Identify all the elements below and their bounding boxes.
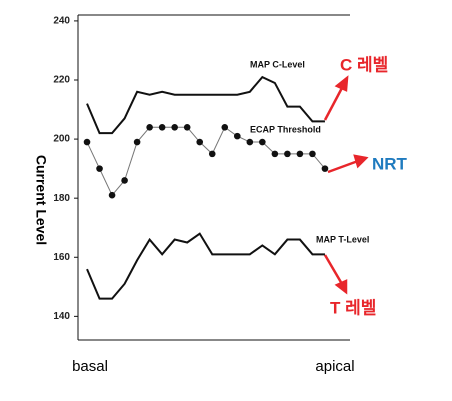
series-label: MAP T-Level [316, 234, 369, 244]
marker [96, 165, 103, 172]
marker [321, 165, 329, 172]
marker [183, 123, 191, 131]
marker [221, 123, 229, 131]
marker [208, 150, 216, 158]
y-axis-label: Current Level [33, 155, 49, 245]
marker [121, 177, 128, 184]
series-line [86, 75, 325, 135]
arrow-c [323, 85, 345, 121]
arrow-t [323, 254, 344, 285]
marker [108, 191, 116, 199]
y-tick-label: 200 [53, 134, 70, 145]
series-label: ECAP Threshold [250, 124, 321, 134]
y-tick-label: 180 [53, 193, 70, 204]
annotation: NRT [372, 154, 408, 173]
marker [158, 123, 166, 131]
x-label-basal: basal [72, 358, 108, 375]
marker [246, 138, 254, 146]
y-tick-label: 220 [53, 75, 70, 86]
marker [133, 138, 141, 146]
y-tick-label: 160 [53, 252, 70, 263]
arrows [323, 75, 369, 295]
marker [83, 138, 91, 146]
marker [171, 123, 178, 131]
series-line [86, 232, 325, 300]
marker [271, 150, 279, 158]
marker [146, 123, 153, 131]
marker [233, 132, 241, 140]
annotation: C 레벨 [340, 55, 388, 74]
arrow-nrt-head [353, 154, 369, 169]
marker [284, 150, 291, 158]
arrow-t-head [334, 279, 348, 295]
annotation: T 레벨 [330, 298, 376, 317]
series-line [86, 126, 326, 197]
marker [296, 150, 304, 158]
y-tick-label: 140 [53, 311, 70, 322]
arrow-c-head [334, 75, 349, 92]
marker [196, 138, 204, 146]
arrow-nrt [327, 159, 359, 174]
marker [309, 150, 316, 158]
series-label: MAP C-Level [250, 59, 305, 69]
marker [259, 138, 266, 146]
y-tick-label: 240 [53, 16, 70, 27]
x-label-apical: apical [315, 358, 354, 375]
